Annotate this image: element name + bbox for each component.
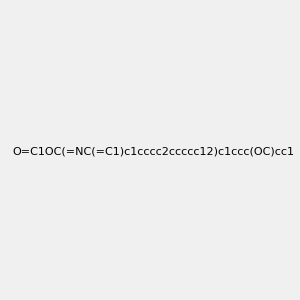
Text: O=C1OC(=NC(=C1)c1cccc2ccccc12)c1ccc(OC)cc1: O=C1OC(=NC(=C1)c1cccc2ccccc12)c1ccc(OC)c… — [13, 146, 295, 157]
